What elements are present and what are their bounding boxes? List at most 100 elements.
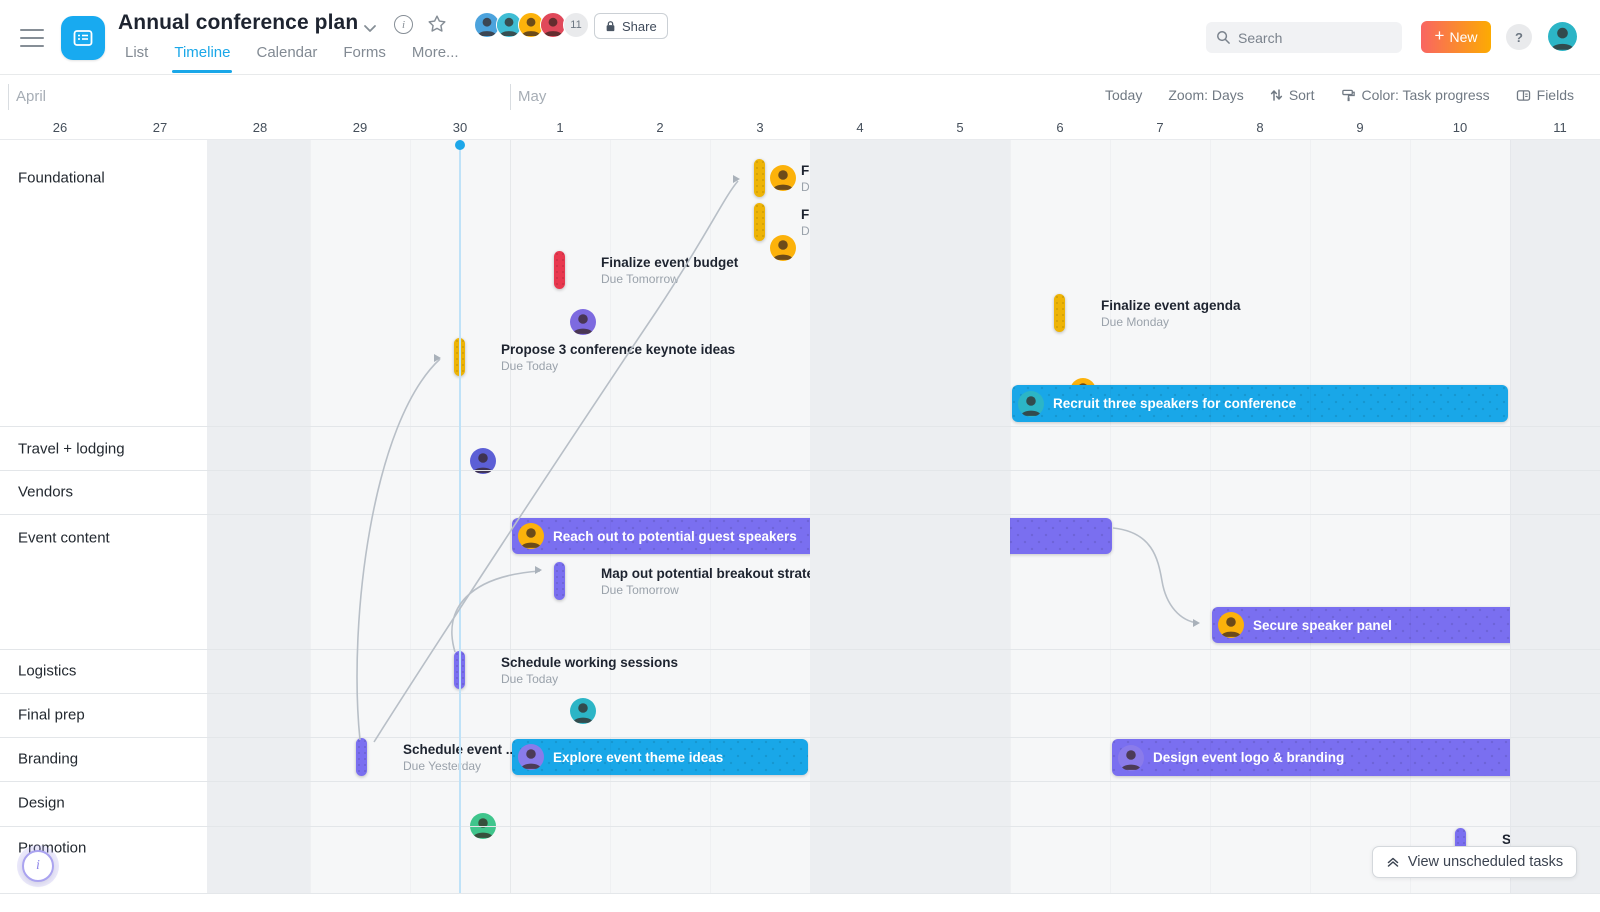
task-name: Recruit three speakers for conference — [1053, 396, 1297, 411]
section-divider — [0, 693, 1600, 694]
help-button[interactable]: ? — [1506, 24, 1532, 50]
section-divider — [0, 737, 1600, 738]
tab-calendar[interactable]: Calendar — [256, 44, 318, 61]
day-label: 5 — [956, 120, 964, 135]
member-avatar[interactable] — [540, 12, 566, 38]
section-label-foundational[interactable]: Foundational — [18, 169, 105, 187]
assignee-avatar[interactable] — [770, 165, 796, 191]
milestone-pill[interactable] — [1054, 294, 1065, 332]
tab-forms[interactable]: Forms — [343, 44, 386, 61]
project-info-icon[interactable]: i — [394, 15, 413, 34]
month-divider — [510, 84, 511, 110]
section-divider — [0, 826, 1600, 827]
milestone-pill[interactable] — [356, 738, 367, 776]
tab-timeline[interactable]: Timeline — [172, 44, 233, 73]
day-label: 6 — [1056, 120, 1064, 135]
milestone-pill[interactable] — [554, 251, 565, 289]
member-avatar[interactable] — [496, 12, 522, 38]
milestone-pill[interactable] — [554, 562, 565, 600]
task-name[interactable]: Finalize event agenda — [1101, 298, 1241, 313]
share-label: Share — [622, 18, 657, 34]
task-name[interactable]: Schedule working sessions — [501, 655, 679, 670]
hamburger-menu-icon[interactable] — [20, 29, 44, 47]
user-avatar[interactable] — [1548, 22, 1577, 51]
day-label: 1 — [556, 120, 564, 135]
month-label: May — [518, 88, 547, 105]
member-avatar-group[interactable] — [474, 12, 566, 39]
task-name[interactable]: Propose 3 conference keynote ideas — [501, 342, 736, 357]
member-avatar[interactable] — [518, 12, 544, 38]
task-name: Explore event theme ideas — [553, 749, 724, 765]
section-label-vendors[interactable]: Vendors — [18, 483, 74, 501]
share-button[interactable]: Share — [594, 13, 668, 39]
new-button[interactable]: + New — [1421, 21, 1491, 53]
assignee-avatar[interactable] — [570, 698, 596, 724]
assignee-avatar[interactable] — [1118, 744, 1144, 771]
tab-list[interactable]: List — [125, 44, 149, 61]
section-divider — [0, 514, 1600, 515]
day-label: 28 — [252, 120, 268, 135]
weekend-band — [810, 140, 1010, 893]
search-icon — [1217, 31, 1230, 44]
assignee-avatar[interactable] — [770, 235, 796, 261]
day-label: 30 — [452, 120, 468, 135]
fields-button[interactable]: Fields — [1516, 87, 1574, 103]
day-label: 27 — [152, 120, 168, 135]
assignee-avatar[interactable] — [518, 744, 544, 770]
weekend-band — [1510, 140, 1600, 893]
paint-roller-icon — [1341, 89, 1355, 101]
assignee-avatar[interactable] — [1018, 390, 1044, 417]
fields-icon — [1516, 89, 1530, 101]
sort-arrows-icon — [1270, 89, 1282, 101]
today-line — [459, 140, 461, 893]
section-label-logistics[interactable]: Logistics — [18, 662, 77, 680]
task-bar[interactable]: Recruit three speakers for conference — [1012, 385, 1508, 422]
task-name: Design event logo & branding — [1153, 750, 1345, 765]
section-divider — [0, 649, 1600, 650]
assignee-avatar[interactable] — [570, 309, 596, 335]
section-label-design[interactable]: Design — [18, 794, 65, 812]
info-bubble-button[interactable]: i — [22, 850, 54, 882]
view-tabs: List Timeline Calendar Forms More... — [125, 44, 459, 73]
new-label: New — [1449, 29, 1478, 45]
task-bar[interactable]: Explore event theme ideas — [512, 739, 808, 775]
view-unscheduled-tasks-button[interactable]: View unscheduled tasks — [1372, 846, 1577, 878]
project-icon[interactable] — [61, 16, 105, 60]
milestone-pill[interactable] — [754, 203, 765, 241]
section-label-travel-lodging[interactable]: Travel + lodging — [18, 440, 125, 458]
task-label[interactable]: Schedule working sessions Due Today — [501, 655, 678, 686]
section-label-branding[interactable]: Branding — [18, 750, 79, 768]
day-label: 3 — [756, 120, 764, 135]
assignee-avatar[interactable] — [518, 523, 544, 549]
chevron-down-icon[interactable] — [360, 18, 380, 38]
search-placeholder: Search — [1238, 29, 1283, 46]
color-button[interactable]: Color: Task progress — [1341, 87, 1490, 103]
task-due-date: Due Today — [501, 672, 559, 686]
day-label: 4 — [856, 120, 864, 135]
sort-button[interactable]: Sort — [1270, 87, 1315, 103]
task-label[interactable]: Finalize event agenda Due Monday — [1101, 298, 1241, 329]
day-label: 10 — [1452, 120, 1468, 135]
search-input[interactable]: Search — [1206, 22, 1402, 53]
favorite-star-icon[interactable] — [426, 13, 448, 35]
assignee-avatar[interactable] — [1218, 612, 1244, 638]
sort-label: Sort — [1288, 87, 1315, 103]
section-label-final-prep[interactable]: Final prep — [18, 706, 85, 724]
today-button[interactable]: Today — [1104, 87, 1143, 103]
task-label[interactable]: Propose 3 conference keynote ideas Due To… — [501, 342, 735, 373]
task-name[interactable]: Finalize event budget — [601, 255, 739, 270]
section-divider — [0, 470, 1600, 471]
member-count-badge[interactable]: 11 — [563, 12, 589, 38]
day-label: 7 — [1156, 120, 1164, 135]
month-divider — [8, 84, 9, 110]
task-due-date: Due Tomorrow — [601, 272, 679, 286]
timeline-canvas[interactable]: Foundational Travel + lodging Vendors Event… — [0, 140, 1600, 894]
zoom-button[interactable]: Zoom: Days — [1168, 87, 1244, 103]
section-label-event-content[interactable]: Event content — [18, 529, 110, 547]
tab-more[interactable]: More... — [411, 44, 459, 61]
day-label: 11 — [1553, 120, 1567, 135]
task-label[interactable]: Finalize event budget Due Tomorrow — [601, 255, 738, 286]
milestone-pill[interactable] — [754, 159, 765, 197]
timeline-toolbar: Today Zoom: Days Sort Color: Task progre… — [1105, 87, 1574, 103]
